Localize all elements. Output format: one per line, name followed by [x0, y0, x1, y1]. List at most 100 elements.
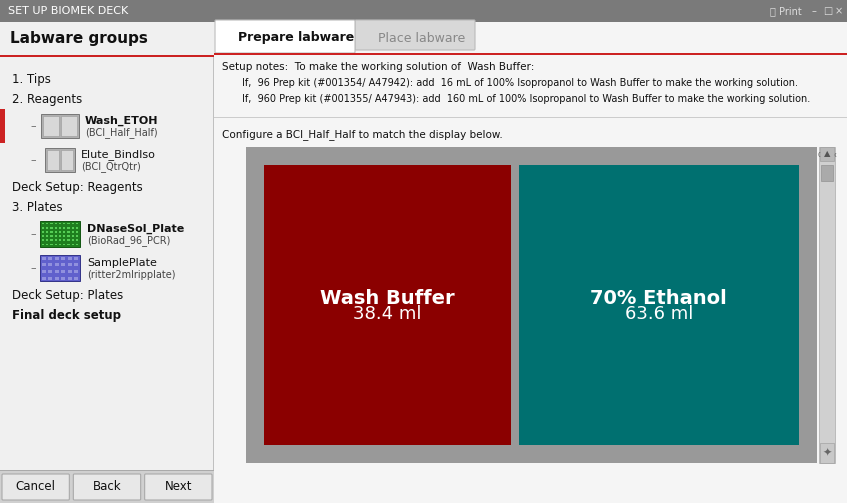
Bar [55, 257, 58, 260]
Text: (BCI_QtrQtr): (BCI_QtrQtr) [81, 161, 141, 173]
Bar [54, 227, 57, 228]
Bar [47, 150, 59, 170]
Text: Cancel: Cancel [15, 480, 56, 493]
FancyBboxPatch shape [355, 20, 475, 50]
Bar [0, 471, 214, 503]
Bar [43, 116, 59, 136]
Bar [68, 257, 72, 260]
Bar [61, 277, 65, 280]
Bar [42, 235, 44, 237]
Text: –: – [30, 155, 36, 165]
Bar [42, 223, 44, 224]
Text: Wash Buffer: Wash Buffer [320, 289, 455, 307]
Bar [63, 227, 65, 228]
Bar [75, 235, 78, 237]
Bar [74, 270, 78, 273]
Bar [61, 150, 73, 170]
Bar [42, 257, 46, 260]
Bar [0, 0, 214, 503]
Bar [61, 263, 65, 266]
Bar [61, 257, 65, 260]
Text: SamplePlate: SamplePlate [87, 258, 157, 268]
Text: Wash_ETOH: Wash_ETOH [85, 116, 158, 126]
Text: Deck Setup: Plates: Deck Setup: Plates [12, 289, 124, 301]
Bar [214, 117, 847, 118]
Bar [58, 223, 61, 224]
Text: Setup notes:  To make the working solution of  Wash Buffer:: Setup notes: To make the working solutio… [222, 62, 534, 72]
Bar [264, 165, 511, 445]
Bar [54, 235, 57, 237]
Text: (BCI_Half_Half): (BCI_Half_Half) [85, 128, 158, 138]
Text: 70% Ethanol: 70% Ethanol [590, 289, 728, 307]
Text: Labware groups: Labware groups [10, 31, 148, 46]
Bar [55, 263, 58, 266]
Bar [213, 0, 214, 503]
Text: –: – [30, 263, 36, 273]
Bar [61, 270, 65, 273]
Bar [67, 243, 69, 245]
Bar [68, 277, 72, 280]
Bar [48, 277, 53, 280]
Text: 2. Reagents: 2. Reagents [12, 93, 82, 106]
Text: –: – [30, 121, 36, 131]
Bar [821, 165, 833, 181]
Bar [820, 147, 834, 161]
Bar [58, 231, 61, 233]
Bar [42, 231, 44, 233]
Text: If,  96 Prep kit (#001354/ A47942): add  16 mL of 100% Isopropanol to Wash Buffe: If, 96 Prep kit (#001354/ A47942): add 1… [242, 78, 798, 88]
Bar [63, 235, 65, 237]
Bar [54, 243, 57, 245]
Bar [58, 227, 61, 228]
FancyBboxPatch shape [2, 474, 69, 500]
FancyBboxPatch shape [74, 474, 141, 500]
Bar [75, 227, 78, 228]
Bar [48, 270, 53, 273]
Bar [42, 270, 46, 273]
Bar [71, 231, 74, 233]
Bar [40, 255, 80, 281]
Text: Elute_BindIso: Elute_BindIso [81, 149, 156, 160]
Bar [54, 239, 57, 241]
Bar [0, 470, 214, 471]
Bar [71, 235, 74, 237]
Bar [214, 53, 847, 55]
Bar [55, 277, 58, 280]
Text: (ritter2mlripplate): (ritter2mlripplate) [87, 270, 175, 280]
Bar [46, 223, 48, 224]
Text: SET UP BIOMEK DECK: SET UP BIOMEK DECK [8, 6, 128, 16]
Bar [75, 231, 78, 233]
Bar [45, 148, 75, 172]
Text: Next: Next [164, 480, 192, 493]
Bar [246, 147, 817, 463]
Bar [46, 243, 48, 245]
Bar [58, 235, 61, 237]
Bar [50, 239, 53, 241]
Bar [50, 227, 53, 228]
Bar [42, 277, 46, 280]
Bar [68, 263, 72, 266]
Bar [54, 223, 57, 224]
Bar [63, 223, 65, 224]
Text: Configure a BCI_Half_Half to match the display below.: Configure a BCI_Half_Half to match the d… [222, 130, 503, 140]
Bar [67, 239, 69, 241]
Bar [74, 263, 78, 266]
Bar [74, 257, 78, 260]
Bar [40, 221, 80, 247]
FancyBboxPatch shape [215, 20, 355, 53]
Bar [58, 243, 61, 245]
Bar [75, 223, 78, 224]
Bar [50, 243, 53, 245]
Bar [71, 223, 74, 224]
Text: DNaseSol_Plate: DNaseSol_Plate [87, 224, 185, 234]
Bar [46, 235, 48, 237]
Bar [75, 243, 78, 245]
Bar [68, 270, 72, 273]
Bar [71, 239, 74, 241]
Bar [48, 257, 53, 260]
Bar [61, 116, 77, 136]
Text: If,  960 Prep kit (#001355/ A47943): add  160 mL of 100% Isopropanol to Wash Buf: If, 960 Prep kit (#001355/ A47943): add … [242, 94, 811, 104]
Bar [67, 235, 69, 237]
Bar [71, 227, 74, 228]
Text: (BioRad_96_PCR): (BioRad_96_PCR) [87, 235, 170, 246]
Bar [46, 231, 48, 233]
